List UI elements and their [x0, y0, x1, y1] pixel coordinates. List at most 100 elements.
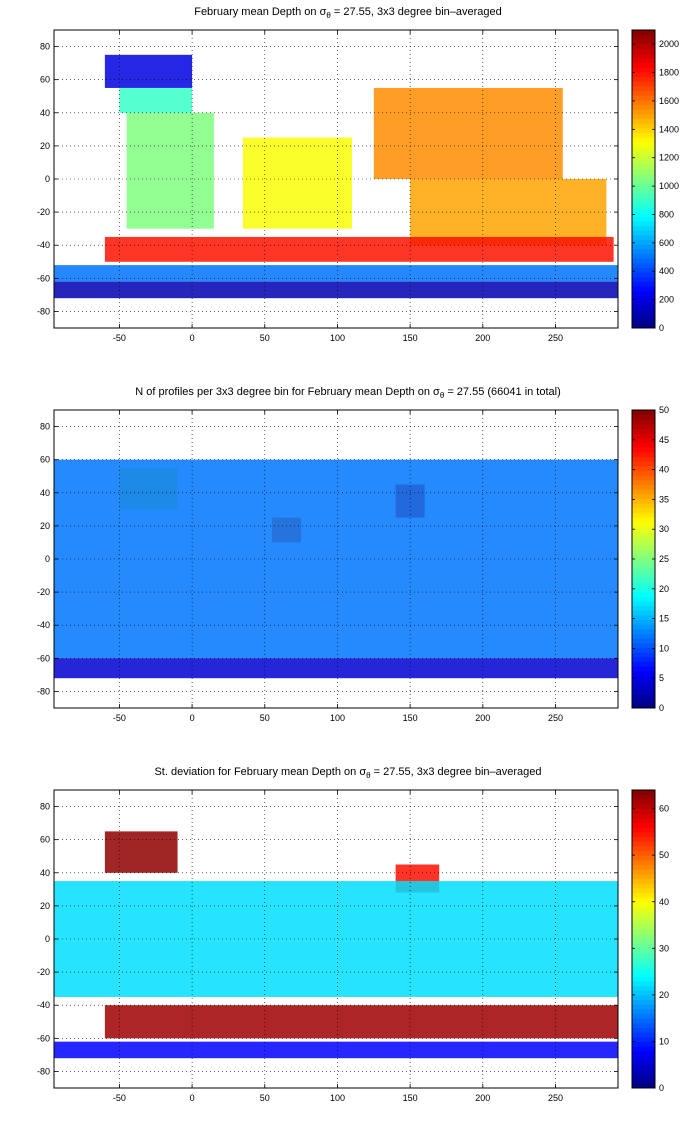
y-tick-label: -60	[37, 653, 50, 663]
colorbar-tick-label: 600	[659, 238, 674, 248]
heatmap-region	[410, 179, 607, 246]
colorbar-tick-label: 20	[659, 584, 669, 594]
colorbar-tick-label: 0	[659, 1083, 664, 1093]
x-tick-label: 150	[403, 713, 418, 723]
y-tick-label: -40	[37, 240, 50, 250]
heatmap-cells	[54, 54, 618, 299]
panel-mean-depth: February mean Depth on σθ = 27.55, 3x3 d…	[0, 0, 696, 380]
colorbar-tick-label: 0	[659, 703, 664, 713]
x-tick-label: 50	[260, 713, 270, 723]
y-tick-label: 80	[40, 42, 50, 52]
heatmap-map-mean-depth: -50 0 50 100 150 200 250806040200-20-40-60-800…	[37, 29, 679, 343]
x-tick-label: -50	[113, 333, 126, 343]
x-tick-label: -50	[113, 713, 126, 723]
y-tick-label: -80	[37, 686, 50, 696]
x-tick-label: 200	[475, 1093, 490, 1103]
colorbar-tick-label: 50	[659, 850, 669, 860]
heatmap-region	[104, 831, 178, 873]
x-tick-label: 200	[475, 713, 490, 723]
heatmap-region	[54, 1041, 618, 1059]
y-tick-label: -20	[37, 967, 50, 977]
colorbar-tick-label: 45	[659, 435, 669, 445]
y-tick-label: -80	[37, 1066, 50, 1076]
chart-title: St. deviation for February mean Depth on…	[154, 766, 542, 781]
x-tick-label: 250	[548, 713, 563, 723]
y-tick-label: 60	[40, 455, 50, 465]
y-tick-label: 0	[45, 174, 50, 184]
colorbar: 0 10 20 30 40 50 60	[631, 789, 669, 1093]
heatmap-region	[54, 881, 618, 997]
x-tick-label: -50	[113, 1093, 126, 1103]
x-tick-label: 100	[330, 333, 345, 343]
colorbar-tick-label: 25	[659, 554, 669, 564]
y-tick-label: 20	[40, 521, 50, 531]
x-tick-label: 100	[330, 713, 345, 723]
heatmap-region	[242, 137, 352, 229]
x-tick-label: 0	[190, 333, 195, 343]
heatmap-region	[126, 112, 214, 229]
colorbar-tick-label: 400	[659, 266, 674, 276]
heatmap-region	[54, 658, 618, 679]
panel-profile-count: N of profiles per 3x3 degree bin for Feb…	[0, 380, 696, 760]
colorbar-tick-label: 10	[659, 1036, 669, 1046]
colorbar-tick-label: 1800	[659, 68, 679, 78]
colorbar-tick-label: 20	[659, 990, 669, 1000]
heatmap-region	[54, 459, 618, 659]
colorbar-tick-label: 40	[659, 897, 669, 907]
y-tick-label: 0	[45, 934, 50, 944]
x-tick-label: 100	[330, 1093, 345, 1103]
colorbar-tick-label: 200	[659, 295, 674, 305]
y-tick-label: 40	[40, 868, 50, 878]
colorbar-tick-label: 1400	[659, 124, 679, 134]
heatmap-cells	[54, 831, 619, 1059]
heatmap-region	[104, 54, 193, 88]
heatmap-region	[54, 265, 618, 282]
x-tick-label: 250	[548, 1093, 563, 1103]
colorbar-tick-label: 30	[659, 943, 669, 953]
heatmap-region	[104, 1005, 619, 1039]
y-tick-label: -20	[37, 207, 50, 217]
y-tick-label: 60	[40, 75, 50, 85]
y-tick-label: -20	[37, 587, 50, 597]
y-tick-label: -60	[37, 1033, 50, 1043]
colorbar-tick-label: 10	[659, 643, 669, 653]
heatmap-region	[54, 281, 618, 299]
x-tick-label: 250	[548, 333, 563, 343]
colorbar-tick-label: 5	[659, 673, 664, 683]
y-tick-label: 60	[40, 835, 50, 845]
y-tick-label: 80	[40, 802, 50, 812]
x-tick-label: 200	[475, 333, 490, 343]
colorbar: 0 5 10 15 20 25 30 35 40 45 50	[631, 405, 669, 713]
colorbar-tick-label: 15	[659, 614, 669, 624]
y-tick-label: 20	[40, 141, 50, 151]
y-tick-label: -40	[37, 620, 50, 630]
colorbar-tick-label: 800	[659, 209, 674, 219]
colorbar-tick-label: 1000	[659, 181, 679, 191]
x-tick-label: 150	[403, 333, 418, 343]
colorbar: 0 200 400 600 800 1000 1200 1400 1600 1800 2000	[631, 29, 679, 333]
colorbar-tick-label: 2000	[659, 39, 679, 49]
y-tick-label: 20	[40, 901, 50, 911]
heatmap-cells	[54, 459, 618, 679]
grid	[54, 30, 618, 328]
panel-std-deviation: St. deviation for February mean Depth on…	[0, 760, 696, 1140]
y-tick-label: 0	[45, 554, 50, 564]
x-tick-label: 0	[190, 713, 195, 723]
colorbar-tick-label: 40	[659, 465, 669, 475]
heatmap-region	[373, 87, 563, 179]
y-tick-label: 40	[40, 108, 50, 118]
colorbar-tick-label: 30	[659, 524, 669, 534]
y-tick-label: 80	[40, 422, 50, 432]
colorbar-tick-label: 60	[659, 804, 669, 814]
x-tick-label: 0	[190, 1093, 195, 1103]
heatmap-map-std-deviation: -50 0 50 100 150 200 250806040200-20-40-60-800…	[37, 789, 669, 1103]
x-tick-label: 50	[260, 333, 270, 343]
y-tick-label: 40	[40, 488, 50, 498]
grid	[54, 410, 618, 708]
colorbar-tick-label: 50	[659, 405, 669, 415]
heatmap-map-profile-count: -50 0 50 100 150 200 250806040200-20-40-60-800…	[37, 405, 669, 723]
y-tick-label: -40	[37, 1000, 50, 1010]
colorbar-tick-label: 1600	[659, 96, 679, 106]
colorbar-tick-label: 0	[659, 323, 664, 333]
grid	[54, 790, 618, 1088]
